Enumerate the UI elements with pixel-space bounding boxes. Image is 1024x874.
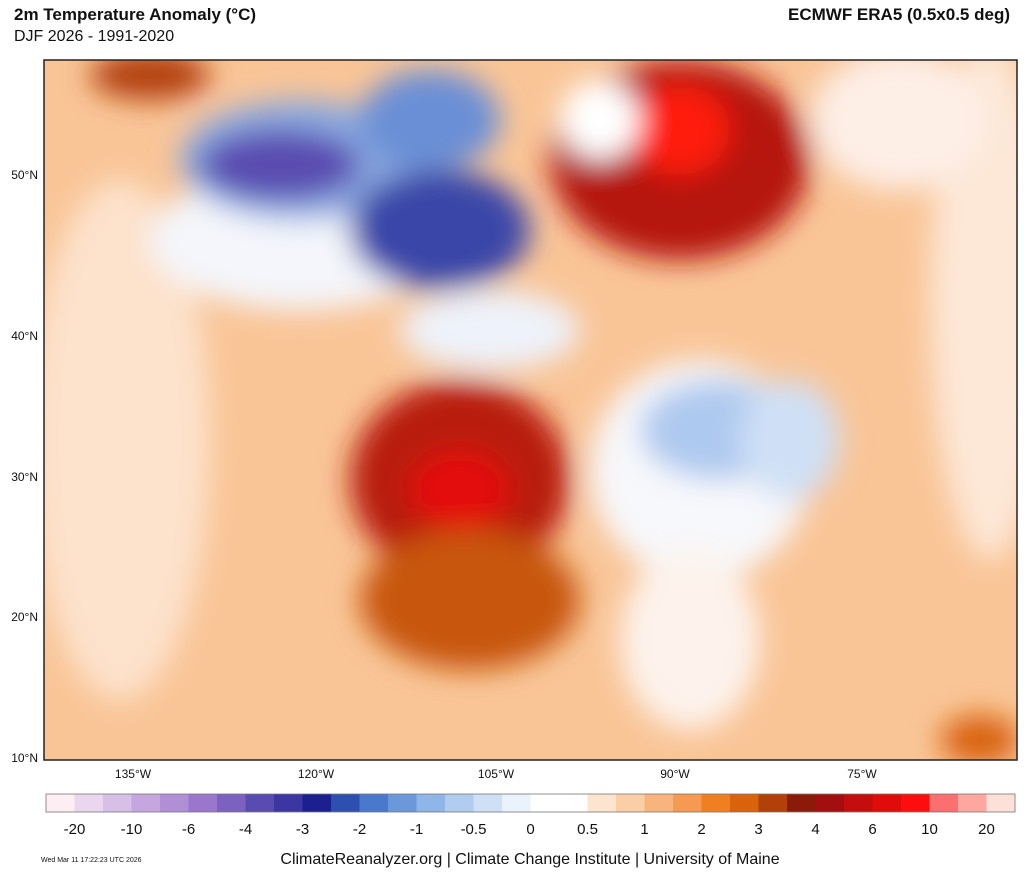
colorbar-label: 10 bbox=[921, 821, 938, 838]
colorbar-swatch bbox=[844, 794, 873, 812]
map bbox=[44, 60, 1017, 760]
colorbar-swatch bbox=[445, 794, 474, 812]
lat-label: 20°N bbox=[11, 610, 38, 624]
colorbar-swatch bbox=[331, 794, 360, 812]
colorbar-swatch bbox=[901, 794, 930, 812]
dataset: ECMWF ERA5 (0.5x0.5 deg) bbox=[788, 5, 1010, 24]
colorbar-swatch bbox=[46, 794, 75, 812]
colorbar-label: 4 bbox=[811, 821, 819, 838]
credit: ClimateReanalyzer.org | Climate Change I… bbox=[280, 851, 779, 868]
title: 2m Temperature Anomaly (°C) bbox=[14, 5, 256, 24]
colorbar-label: 0.5 bbox=[577, 821, 598, 838]
colorbar-swatch bbox=[74, 794, 104, 812]
colorbar-swatch bbox=[986, 794, 1016, 812]
colorbar-swatch bbox=[274, 794, 303, 812]
colorbar-swatch bbox=[359, 794, 389, 812]
colorbar-swatch bbox=[958, 794, 987, 812]
colorbar-swatch bbox=[473, 794, 503, 812]
colorbar-label: -20 bbox=[64, 821, 86, 838]
colorbar-swatch bbox=[758, 794, 788, 812]
colorbar-swatch bbox=[730, 794, 759, 812]
colorbar-swatch bbox=[131, 794, 161, 812]
colorbar-label: 0 bbox=[526, 821, 534, 838]
colorbar-swatch bbox=[929, 794, 959, 812]
timestamp: Wed Mar 11 17:22:23 UTC 2026 bbox=[41, 857, 142, 864]
colorbar-swatch bbox=[188, 794, 218, 812]
colorbar-label: 20 bbox=[978, 821, 995, 838]
colorbar-label: -10 bbox=[121, 821, 143, 838]
map-frame bbox=[43, 59, 1018, 761]
colorbar-swatch bbox=[245, 794, 275, 812]
lat-label: 50°N bbox=[11, 168, 38, 182]
colorbar-label: -0.5 bbox=[461, 821, 487, 838]
colorbar-swatch bbox=[416, 794, 446, 812]
colorbar-label: -4 bbox=[239, 821, 252, 838]
colorbar-label: -3 bbox=[296, 821, 309, 838]
colorbar-label: -2 bbox=[353, 821, 366, 838]
colorbar-swatch bbox=[302, 794, 332, 812]
colorbar-swatch bbox=[673, 794, 702, 812]
lon-label: 75°W bbox=[847, 767, 877, 781]
colorbar-label: 1 bbox=[640, 821, 648, 838]
lon-label: 105°W bbox=[478, 767, 515, 781]
colorbar-swatch bbox=[701, 794, 731, 812]
colorbar-label: 3 bbox=[754, 821, 762, 838]
lon-label: 90°W bbox=[660, 767, 690, 781]
colorbar-label: 2 bbox=[697, 821, 705, 838]
colorbar-swatch bbox=[103, 794, 132, 812]
lon-label: 120°W bbox=[298, 767, 335, 781]
lat-label: 30°N bbox=[11, 470, 38, 484]
lon-label: 135°W bbox=[115, 767, 152, 781]
colorbar-swatch bbox=[388, 794, 417, 812]
colorbar-swatch bbox=[160, 794, 189, 812]
colorbar-swatch bbox=[502, 794, 531, 812]
colorbar-swatch bbox=[559, 794, 588, 812]
colorbar-frame bbox=[45, 793, 1016, 813]
colorbar-swatch bbox=[872, 794, 902, 812]
lat-label: 40°N bbox=[11, 329, 38, 343]
colorbar-swatch bbox=[787, 794, 816, 812]
colorbar-swatch bbox=[815, 794, 845, 812]
colorbar-swatch bbox=[530, 794, 560, 812]
subtitle: DJF 2026 - 1991-2020 bbox=[14, 28, 174, 45]
colorbar-label: -6 bbox=[182, 821, 195, 838]
colorbar-swatch bbox=[616, 794, 645, 812]
colorbar-label: 6 bbox=[868, 821, 876, 838]
lat-label: 10°N bbox=[11, 751, 38, 765]
colorbar-swatch bbox=[217, 794, 246, 812]
colorbar-swatch bbox=[644, 794, 674, 812]
colorbar-swatch bbox=[587, 794, 617, 812]
colorbar-label: -1 bbox=[410, 821, 423, 838]
